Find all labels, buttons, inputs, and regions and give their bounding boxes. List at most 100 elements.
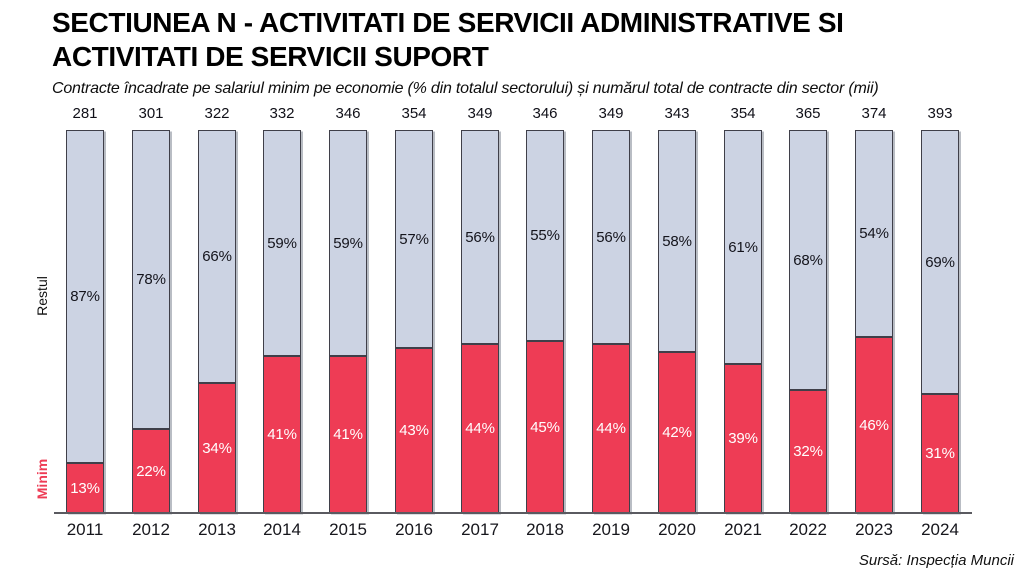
restul-pct-label: 68% (793, 251, 823, 269)
minim-pct-label: 32% (793, 443, 823, 460)
restul-pct-label: 78% (136, 271, 166, 288)
bar-segment-restul: 68% (789, 130, 827, 390)
bar-segment-minim: 32% (789, 390, 827, 513)
restul-pct-label: 58% (662, 232, 692, 250)
bar-segment-minim: 34% (198, 383, 236, 513)
bar-segment-minim: 44% (461, 344, 499, 513)
chart-subtitle: Contracte încadrate pe salariul minim pe… (52, 80, 879, 97)
bar-2014: 332 59% 41% 2014 (263, 105, 301, 539)
bar-2016: 354 57% 43% 2016 (395, 105, 433, 539)
x-tick-label: 2017 (461, 520, 499, 539)
x-axis-line (54, 512, 972, 514)
restul-pct-label: 56% (596, 228, 626, 246)
bar-segment-restul: 56% (592, 130, 630, 344)
bar-total-label: 343 (664, 105, 690, 122)
minim-pct-label: 13% (70, 479, 100, 497)
x-tick-label: 2018 (526, 520, 564, 539)
minim-pct-label: 41% (267, 426, 297, 443)
minim-pct-label: 22% (136, 462, 166, 480)
bar-total-label: 349 (467, 105, 493, 122)
bar-segment-restul: 55% (526, 130, 564, 341)
minim-pct-label: 43% (399, 422, 429, 439)
x-tick-label: 2011 (66, 520, 104, 539)
x-tick-label: 2014 (263, 520, 301, 539)
x-tick-label: 2022 (789, 520, 827, 539)
page-title: SECTIUNEA N - ACTIVITATI DE SERVICII ADM… (52, 7, 844, 73)
bar-total-label: 301 (138, 105, 164, 122)
bar-segment-restul: 59% (329, 130, 367, 356)
bar-segment-minim: 31% (921, 394, 959, 513)
bar-segment-minim: 42% (658, 352, 696, 513)
bar-segment-restul: 69% (921, 130, 959, 394)
bar-2021: 354 61% 39% 2021 (724, 105, 762, 539)
x-tick-label: 2020 (658, 520, 696, 539)
bar-segment-restul: 59% (263, 130, 301, 356)
bar-segment-minim: 45% (526, 341, 564, 513)
minim-pct-label: 41% (333, 426, 363, 443)
source-note: Sursă: Inspecția Muncii (858, 552, 1014, 569)
minim-pct-label: 31% (925, 445, 955, 462)
bar-2012: 301 78% 22% 2012 (132, 105, 170, 539)
minim-pct-label: 46% (859, 416, 889, 434)
bar-2022: 365 68% 32% 2022 (789, 105, 827, 539)
bar-2013: 322 66% 34% 2013 (198, 105, 236, 539)
bar-segment-minim: 13% (66, 463, 104, 513)
restul-pct-label: 55% (530, 227, 560, 244)
minim-pct-label: 45% (530, 418, 560, 436)
bar-segment-restul: 87% (66, 130, 104, 463)
bar-total-label: 354 (401, 105, 427, 122)
bar-segment-minim: 39% (724, 364, 762, 513)
x-tick-label: 2019 (592, 520, 630, 539)
bar-segment-minim: 44% (592, 344, 630, 513)
bar-total-label: 365 (795, 105, 821, 122)
minim-pct-label: 44% (465, 420, 495, 437)
bar-total-label: 281 (72, 105, 98, 122)
bar-segment-restul: 54% (855, 130, 893, 337)
bar-segment-minim: 41% (263, 356, 301, 513)
restul-pct-label: 56% (465, 228, 495, 246)
bar-segment-restul: 58% (658, 130, 696, 352)
bar-total-label: 349 (598, 105, 624, 122)
bar-segment-minim: 41% (329, 356, 367, 513)
bar-total-label: 374 (861, 105, 887, 122)
bar-2018: 346 55% 45% 2018 (526, 105, 564, 539)
x-tick-label: 2021 (724, 520, 762, 539)
bar-2015: 346 59% 41% 2015 (329, 105, 367, 539)
bar-segment-restul: 66% (198, 130, 236, 383)
bar-segment-restul: 56% (461, 130, 499, 344)
bar-total-label: 346 (335, 105, 361, 122)
restul-pct-label: 59% (333, 234, 363, 252)
bar-total-label: 322 (204, 105, 230, 122)
x-tick-label: 2012 (132, 520, 170, 539)
bar-total-label: 354 (730, 105, 756, 122)
bar-segment-restul: 57% (395, 130, 433, 348)
bar-2019: 349 56% 44% 2019 (592, 105, 630, 539)
bar-segment-minim: 22% (132, 429, 170, 513)
bar-segment-restul: 61% (724, 130, 762, 364)
x-tick-label: 2013 (198, 520, 236, 539)
bar-segment-minim: 43% (395, 348, 433, 513)
x-tick-label: 2023 (855, 520, 893, 539)
bar-2020: 343 58% 42% 2020 (658, 105, 696, 539)
x-tick-label: 2024 (921, 520, 959, 539)
bar-2023: 374 54% 46% 2023 (855, 105, 893, 539)
bar-2017: 349 56% 44% 2017 (461, 105, 499, 539)
bar-total-label: 332 (269, 105, 295, 122)
restul-pct-label: 61% (728, 238, 758, 256)
restul-pct-label: 87% (70, 288, 100, 305)
x-tick-label: 2015 (329, 520, 367, 539)
minim-pct-label: 34% (202, 439, 232, 457)
bar-2011: 281 87% 13% 2011 (66, 105, 104, 539)
restul-pct-label: 59% (267, 234, 297, 252)
bar-2024: 393 69% 31% 2024 (921, 105, 959, 539)
x-tick-label: 2016 (395, 520, 433, 539)
bar-segment-minim: 46% (855, 337, 893, 513)
bar-total-label: 393 (927, 105, 953, 122)
restul-pct-label: 69% (925, 253, 955, 271)
minim-pct-label: 42% (662, 424, 692, 441)
bar-segment-restul: 78% (132, 130, 170, 429)
minim-pct-label: 44% (596, 420, 626, 437)
restul-pct-label: 66% (202, 248, 232, 265)
